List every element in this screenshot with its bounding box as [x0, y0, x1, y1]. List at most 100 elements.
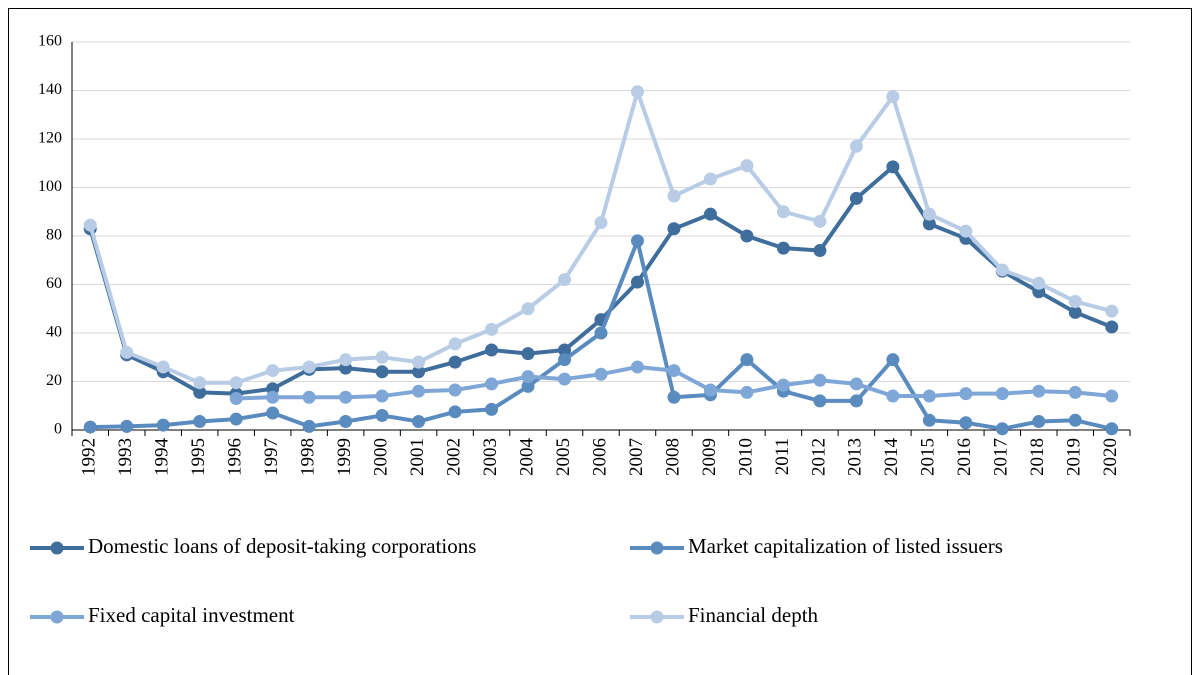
x-tick-label: 2009	[699, 438, 720, 476]
point	[193, 415, 207, 429]
point	[776, 378, 790, 392]
point	[849, 394, 863, 408]
point	[375, 350, 389, 364]
point	[302, 390, 316, 404]
point	[1032, 415, 1046, 429]
legend-marker	[650, 610, 664, 624]
point	[302, 360, 316, 374]
point	[995, 263, 1009, 277]
point	[995, 422, 1009, 436]
point	[886, 160, 900, 174]
point	[229, 376, 243, 390]
point	[1068, 294, 1082, 308]
point	[448, 405, 462, 419]
x-tick-label: 2019	[1064, 438, 1085, 476]
point	[959, 416, 973, 430]
y-tick-label: 20	[46, 372, 62, 389]
point	[740, 385, 754, 399]
point	[1068, 413, 1082, 427]
y-tick-label: 60	[46, 275, 62, 292]
x-tick-label: 2000	[370, 438, 391, 476]
point	[813, 373, 827, 387]
point	[813, 214, 827, 228]
point	[302, 419, 316, 433]
legend-marker	[50, 610, 64, 624]
point	[667, 364, 681, 378]
point	[375, 365, 389, 379]
point	[886, 389, 900, 403]
point	[776, 241, 790, 255]
point	[1068, 385, 1082, 399]
point	[375, 408, 389, 422]
point	[485, 343, 499, 357]
point	[813, 394, 827, 408]
point	[339, 415, 353, 429]
point	[667, 390, 681, 404]
point	[521, 370, 535, 384]
x-tick-label: 2014	[881, 438, 902, 477]
x-tick-label: 2018	[1027, 438, 1048, 476]
point	[193, 376, 207, 390]
y-tick-label: 160	[38, 33, 62, 50]
x-tick-label: 2015	[918, 438, 939, 476]
point	[849, 139, 863, 153]
x-tick-label: 2012	[808, 438, 829, 476]
point	[83, 420, 97, 434]
x-tick-label: 2016	[954, 438, 975, 476]
point	[922, 413, 936, 427]
point	[120, 419, 134, 433]
x-tick-label: 1994	[152, 438, 173, 477]
point	[120, 345, 134, 359]
point	[886, 90, 900, 104]
x-tick-label: 1999	[334, 438, 355, 476]
x-tick-label: 2020	[1100, 438, 1121, 476]
x-tick-label: 2004	[516, 438, 537, 477]
point	[412, 384, 426, 398]
point	[849, 191, 863, 205]
y-tick-label: 140	[38, 81, 62, 98]
series-line	[88, 164, 1113, 396]
point	[813, 244, 827, 258]
point	[339, 353, 353, 367]
point	[703, 383, 717, 397]
point	[594, 216, 608, 230]
legend-label: Financial depth	[688, 603, 819, 627]
y-tick-label: 40	[46, 324, 62, 341]
point	[485, 322, 499, 336]
point	[959, 387, 973, 401]
point	[740, 353, 754, 367]
legend-marker	[50, 541, 64, 555]
y-tick-label: 80	[46, 227, 62, 244]
point	[1068, 305, 1082, 319]
point	[776, 205, 790, 219]
point	[703, 172, 717, 186]
x-tick-label: 2002	[443, 438, 464, 476]
point	[630, 85, 644, 99]
y-tick-label: 0	[54, 421, 62, 438]
point	[667, 189, 681, 203]
legend-label: Market capitalization of listed issuers	[688, 534, 1003, 558]
point	[1105, 422, 1119, 436]
y-tick-label: 120	[38, 130, 62, 147]
point	[412, 355, 426, 369]
point	[448, 337, 462, 351]
point	[922, 217, 936, 231]
point	[558, 343, 572, 357]
x-tick-label: 1997	[261, 438, 282, 476]
point	[521, 302, 535, 316]
point	[1032, 276, 1046, 290]
legend-label: Fixed capital investment	[88, 603, 295, 627]
point	[266, 406, 280, 420]
point	[412, 415, 426, 429]
point	[922, 389, 936, 403]
x-tick-label: 1993	[115, 438, 136, 476]
point	[193, 385, 207, 399]
point	[558, 353, 572, 367]
point	[740, 229, 754, 243]
legend-marker	[650, 541, 664, 555]
point	[594, 367, 608, 381]
point	[1105, 320, 1119, 334]
point	[266, 364, 280, 378]
point	[229, 412, 243, 426]
